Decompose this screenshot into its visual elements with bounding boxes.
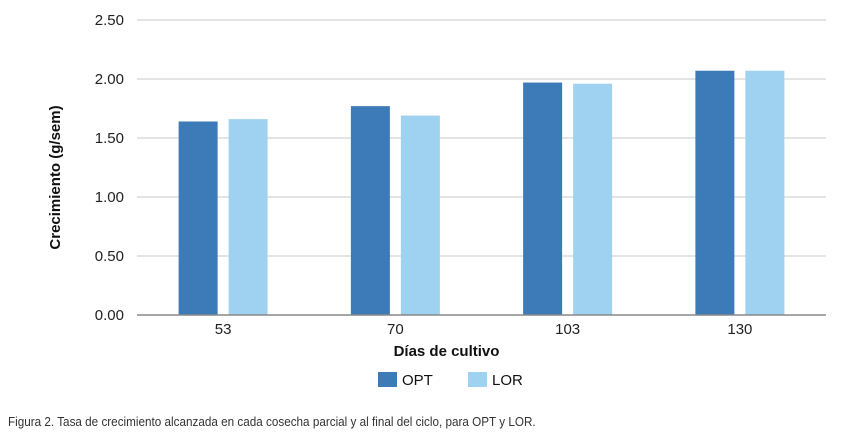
bar-chart: 0.00 0.50 1.00 1.50 2.00 2.50 53 70 103 130 Creci… bbox=[47, 12, 826, 389]
x-tick-label: 53 bbox=[215, 321, 232, 338]
bar-lor-70 bbox=[400, 115, 440, 315]
x-tick-label: 70 bbox=[387, 321, 404, 338]
bar-opt-103 bbox=[523, 82, 563, 315]
legend-label-opt: OPT bbox=[402, 372, 433, 389]
y-tick-label: 0.00 bbox=[95, 307, 124, 324]
bar-lor-130 bbox=[745, 70, 785, 316]
bar-opt-70 bbox=[350, 106, 390, 315]
legend-swatch-opt bbox=[378, 372, 397, 387]
y-tick-label: 2.00 bbox=[95, 71, 124, 88]
axes: 0.00 0.50 1.00 1.50 2.00 2.50 53 70 103 130 bbox=[95, 12, 826, 338]
bar-lor-53 bbox=[228, 119, 268, 316]
legend-label-lor: LOR bbox=[492, 372, 523, 389]
legend: OPT LOR bbox=[378, 372, 523, 389]
x-axis-title: Días de cultivo bbox=[394, 343, 500, 360]
figure-caption: Figura 2. Tasa de crecimiento alcanzada … bbox=[8, 414, 536, 429]
y-tick-label: 1.00 bbox=[95, 189, 124, 206]
bar-lor-103 bbox=[573, 83, 613, 315]
bar-opt-130 bbox=[695, 70, 735, 316]
bars bbox=[178, 70, 785, 316]
y-tick-label: 1.50 bbox=[95, 130, 124, 147]
y-axis-title: Crecimiento (g/sem) bbox=[47, 105, 64, 249]
x-tick-label: 130 bbox=[727, 321, 752, 338]
y-tick-label: 2.50 bbox=[95, 12, 124, 29]
x-tick-label: 103 bbox=[555, 321, 580, 338]
legend-swatch-lor bbox=[468, 372, 487, 387]
y-tick-label: 0.50 bbox=[95, 248, 124, 265]
bar-opt-53 bbox=[178, 121, 218, 315]
